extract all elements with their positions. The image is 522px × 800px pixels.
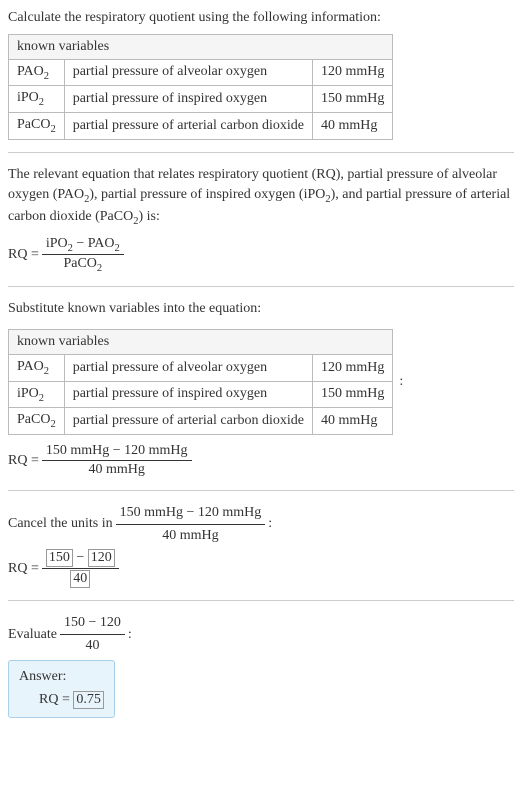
symbol-cell: PAO2 bbox=[9, 354, 65, 381]
desc-cell: partial pressure of alveolar oxygen bbox=[64, 354, 312, 381]
answer-box: Answer: RQ = 0.75 bbox=[8, 660, 115, 718]
divider bbox=[8, 152, 514, 153]
colon: : bbox=[399, 374, 403, 390]
equation-1: RQ = iPO2 − PAO2 PaCO2 bbox=[8, 236, 514, 275]
table-row: iPO2 partial pressure of inspired oxygen… bbox=[9, 86, 393, 113]
explain-text: The relevant equation that relates respi… bbox=[8, 165, 514, 230]
cancel-section: Cancel the units in 150 mmHg − 120 mmHg … bbox=[8, 503, 514, 588]
numerator: 150 mmHg − 120 mmHg bbox=[42, 443, 192, 461]
denominator: PaCO2 bbox=[59, 255, 106, 274]
table-header: known variables bbox=[9, 34, 393, 59]
fraction: 150 − 120 40 bbox=[60, 613, 125, 655]
table-header: known variables bbox=[9, 329, 393, 354]
divider bbox=[8, 490, 514, 491]
substitute-text: Substitute known variables into the equa… bbox=[8, 299, 514, 319]
value-cell: 120 mmHg bbox=[313, 354, 393, 381]
numerator: iPO2 − PAO2 bbox=[42, 236, 124, 256]
evaluate-text: Evaluate 150 − 120 40 : bbox=[8, 613, 514, 655]
equation-section: The relevant equation that relates respi… bbox=[8, 165, 514, 274]
denominator: 40 mmHg bbox=[84, 461, 148, 478]
table-row: iPO2 partial pressure of inspired oxygen… bbox=[9, 381, 393, 408]
denominator: 40 bbox=[66, 569, 94, 588]
desc-cell: partial pressure of inspired oxygen bbox=[64, 381, 312, 408]
numerator: 150 mmHg − 120 mmHg bbox=[116, 503, 266, 525]
denominator: 40 mmHg bbox=[158, 525, 222, 546]
numerator: 150 − 120 bbox=[60, 613, 125, 635]
answer-label: Answer: bbox=[19, 669, 104, 685]
divider bbox=[8, 286, 514, 287]
known-variables-table-1: known variables PAO2 partial pressure of… bbox=[8, 34, 393, 140]
table-with-colon: known variables PAO2 partial pressure of… bbox=[8, 325, 514, 439]
equation-3: RQ = 150 − 120 40 bbox=[8, 549, 514, 588]
eq-lhs: RQ = bbox=[8, 561, 39, 577]
value-cell: 150 mmHg bbox=[313, 86, 393, 113]
symbol-cell: PAO2 bbox=[9, 59, 65, 86]
symbol-cell: PaCO2 bbox=[9, 113, 65, 140]
table-header-row: known variables bbox=[9, 329, 393, 354]
desc-cell: partial pressure of inspired oxygen bbox=[64, 86, 312, 113]
fraction: 150 − 120 40 bbox=[42, 549, 119, 588]
evaluate-section: Evaluate 150 − 120 40 : Answer: RQ = 0.7… bbox=[8, 613, 514, 717]
table-row: PaCO2 partial pressure of arterial carbo… bbox=[9, 113, 393, 140]
value-cell: 40 mmHg bbox=[313, 408, 393, 435]
fraction: 150 mmHg − 120 mmHg 40 mmHg bbox=[116, 503, 266, 545]
symbol-cell: PaCO2 bbox=[9, 408, 65, 435]
equation-2: RQ = 150 mmHg − 120 mmHg 40 mmHg bbox=[8, 443, 514, 478]
numerator: 150 − 120 bbox=[42, 549, 119, 569]
value-cell: 150 mmHg bbox=[313, 381, 393, 408]
fraction: iPO2 − PAO2 PaCO2 bbox=[42, 236, 124, 275]
cancel-text: Cancel the units in 150 mmHg − 120 mmHg … bbox=[8, 503, 514, 545]
known-variables-table-2: known variables PAO2 partial pressure of… bbox=[8, 329, 393, 435]
eq-lhs: RQ = bbox=[8, 247, 39, 263]
desc-cell: partial pressure of arterial carbon diox… bbox=[64, 408, 312, 435]
desc-cell: partial pressure of alveolar oxygen bbox=[64, 59, 312, 86]
symbol-cell: iPO2 bbox=[9, 381, 65, 408]
table-row: PAO2 partial pressure of alveolar oxygen… bbox=[9, 354, 393, 381]
symbol-cell: iPO2 bbox=[9, 86, 65, 113]
table-header-row: known variables bbox=[9, 34, 393, 59]
intro-text: Calculate the respiratory quotient using… bbox=[8, 8, 514, 28]
table-row: PAO2 partial pressure of alveolar oxygen… bbox=[9, 59, 393, 86]
desc-cell: partial pressure of arterial carbon diox… bbox=[64, 113, 312, 140]
divider bbox=[8, 600, 514, 601]
intro: Calculate the respiratory quotient using… bbox=[8, 8, 514, 140]
fraction: 150 mmHg − 120 mmHg 40 mmHg bbox=[42, 443, 192, 478]
table-row: PaCO2 partial pressure of arterial carbo… bbox=[9, 408, 393, 435]
value-cell: 120 mmHg bbox=[313, 59, 393, 86]
eq-lhs: RQ = bbox=[8, 453, 39, 469]
substitute-section: Substitute known variables into the equa… bbox=[8, 299, 514, 478]
answer-value: RQ = 0.75 bbox=[19, 691, 104, 709]
value-cell: 40 mmHg bbox=[313, 113, 393, 140]
denominator: 40 bbox=[81, 635, 103, 656]
